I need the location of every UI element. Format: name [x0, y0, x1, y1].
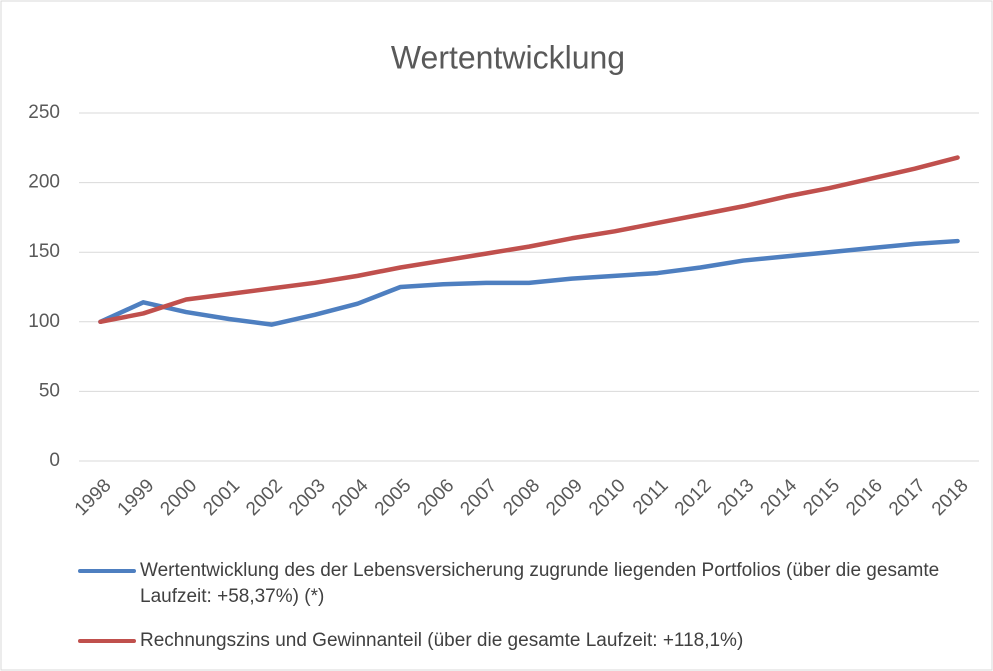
legend-label: Wertentwicklung des der Lebensversicheru… [140, 560, 940, 607]
legend-swatch [78, 569, 136, 573]
legend-label: Rechnungszins und Gewinnanteil (über die… [140, 630, 744, 651]
y-tick-label: 50 [39, 380, 60, 401]
y-tick-label: 0 [49, 450, 60, 471]
series-line [98, 155, 960, 325]
legend-item: Wertentwicklung des der Lebensversicheru… [78, 558, 958, 610]
legend-swatch [78, 639, 136, 643]
chart-title: Wertentwicklung [391, 39, 625, 75]
y-tick-label: 200 [28, 172, 60, 193]
y-tick-label: 250 [28, 102, 60, 123]
y-tick-label: 150 [28, 241, 60, 262]
y-tick-label: 100 [28, 311, 60, 332]
series-line [98, 238, 960, 327]
legend-item: Rechnungszins und Gewinnanteil (über die… [78, 628, 958, 654]
